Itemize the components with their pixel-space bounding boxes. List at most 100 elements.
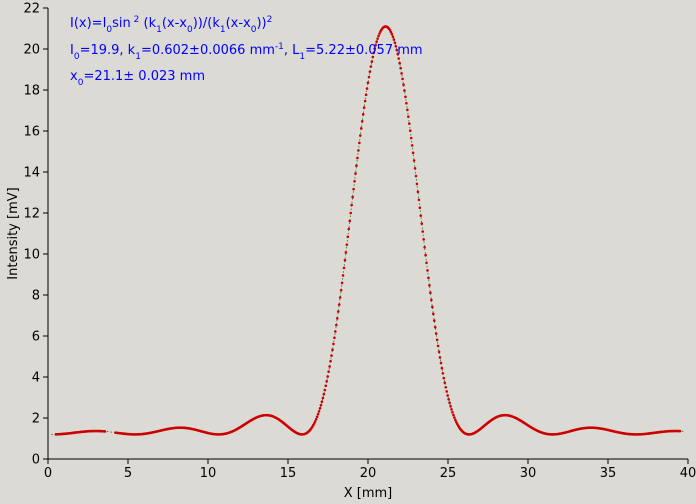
data-point [409,136,413,140]
data-point [425,261,428,265]
data-point [329,359,332,363]
data-point [365,87,369,90]
data-point [328,365,331,368]
data-point [361,113,365,116]
y-tick-label: 18 [23,84,40,99]
data-point [391,35,395,39]
x-tick-label: 15 [280,466,297,481]
data-point [429,291,432,295]
data-point [318,407,322,410]
data-point [438,356,442,359]
formula-sub: 1 [156,25,162,35]
y-tick-label: 14 [23,166,40,181]
formula-sup: 2 [131,15,140,25]
data-point [332,342,335,346]
data-point [316,412,320,416]
data-point [326,375,329,378]
data-point [330,354,333,357]
data-point [342,266,346,270]
data-point [402,83,405,86]
data-point [437,350,441,354]
data-point [371,55,375,59]
x-tick-label: 5 [124,466,132,481]
data-point [331,348,334,352]
data-point [445,390,449,393]
data-point [324,384,328,388]
data-point [397,57,401,60]
data-point [350,203,353,207]
data-point [370,60,374,63]
param-sub: 1 [135,52,141,62]
data-point [359,127,363,130]
y-axis-ticks: 0 2 4 6 8 10 12 14 16 18 20 22 [23,2,48,468]
data-point [448,401,451,405]
formula-annotation: I(x)=I0sin 2 (k1(x-x0))/(k1(x-x0))2 [70,15,272,35]
data-point [453,416,456,419]
x-tick-label: 40 [680,466,696,481]
formula-part: I(x)=I [70,16,106,31]
data-point [359,134,362,137]
data-point [415,182,419,186]
data-point [405,101,408,105]
param-sub: 0 [74,52,80,62]
data-point [354,172,357,175]
data-point [399,66,402,70]
param-sub: 0 [78,78,84,88]
data-point [367,75,371,79]
data-point [436,344,440,348]
data-point [396,52,400,56]
formula-sub: 0 [106,25,112,35]
x-tick-label: 30 [520,466,537,481]
data-point [362,106,366,109]
data-point [337,303,341,306]
x-tick-label: 35 [600,466,617,481]
data-point [447,397,450,401]
y-tick-label: 22 [23,2,40,17]
x-tick-label: 20 [360,466,377,481]
data-point [434,332,438,335]
data-point [455,420,458,424]
data-point [418,206,422,209]
formula-part: (x-x [226,16,251,31]
data-point [353,179,356,183]
data-point [423,245,426,249]
data-point [343,258,347,262]
data-point [432,319,436,322]
data-point [395,48,399,52]
data-point [431,305,434,309]
formula-sub: 1 [220,25,226,35]
y-tick-label: 6 [32,330,40,345]
y-tick-label: 4 [32,371,40,386]
data-point [377,34,380,38]
data-point [358,141,361,145]
data-point [366,81,370,84]
fit-line [51,26,685,435]
data-point [452,413,455,417]
data-point [333,336,336,340]
data-point [430,298,433,302]
formula-sup: 2 [267,15,273,25]
data-point [314,417,318,421]
data-point [407,122,411,125]
data-point [678,429,682,433]
data-point [334,330,337,333]
param-sub: 1 [299,52,305,62]
data-point [403,89,406,92]
data-point [360,119,364,123]
data-point [410,144,414,147]
data-point [356,156,359,160]
data-point [450,408,453,411]
data-point [416,190,420,194]
data-point [317,410,321,413]
formula-part: ))/(k [193,16,221,31]
data-point [336,310,340,313]
data-point [441,372,445,375]
data-point [364,93,368,97]
data-point [376,37,379,40]
param-part: =5.22±0.057 mm [305,43,422,58]
data-point [327,370,330,373]
data-point [363,99,367,103]
data-point [347,227,351,231]
formula-part: sin [112,16,131,31]
